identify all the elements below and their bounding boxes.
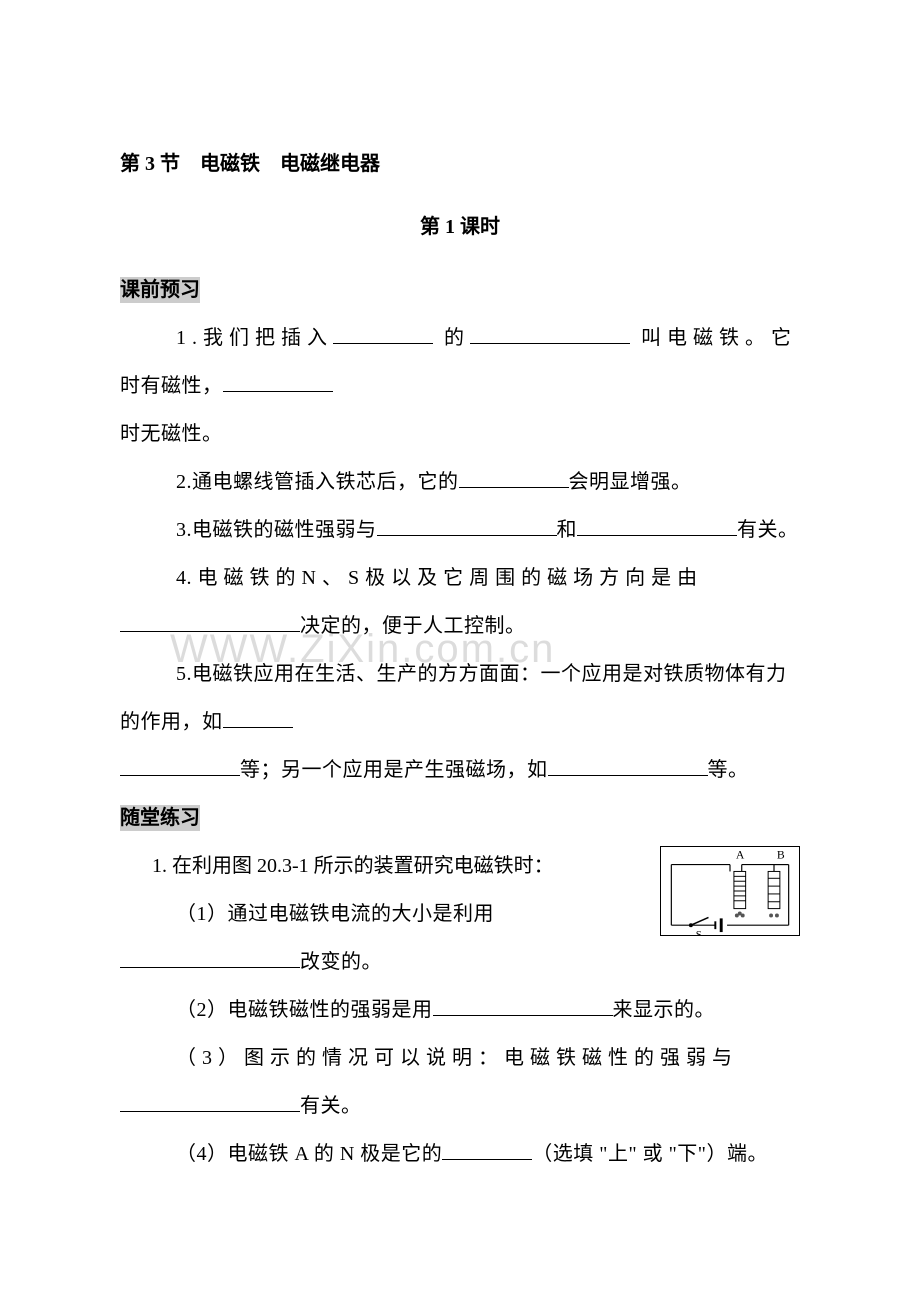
pre-q2: 2.通电螺线管插入铁芯后，它的会明显增强。 <box>120 458 800 506</box>
pre-q4-line2: 决定的，便于人工控制。 <box>120 602 800 650</box>
pre-q1-line2: 时有磁性， <box>120 362 800 410</box>
pre-q3: 3.电磁铁的磁性强弱与和有关。 <box>120 506 800 554</box>
practice-q1-4: （4）电磁铁 A 的 N 极是它的（选填 "上" 或 "下"）端。 <box>120 1130 800 1178</box>
practice-q1-3-line2: 有关。 <box>120 1082 800 1130</box>
blank <box>470 322 630 344</box>
practice-heading: 随堂练习 <box>120 794 800 842</box>
blank <box>577 514 737 536</box>
pre-q1-line1: 1.我们把插入 的 叫电磁铁。它 <box>120 314 800 362</box>
pre-q5-line2: 等；另一个应用是产生强磁场，如等。 <box>120 746 800 794</box>
blank <box>223 706 293 728</box>
practice-q1-3-line1: （ 3 ） 图 示 的 情 况 可 以 说 明 ： 电 磁 铁 磁 性 的 强 … <box>120 1034 800 1082</box>
page-content: 第 3 节 电磁铁 电磁继电器 第 1 课时 课前预习 1.我们把插入 的 叫电… <box>120 140 800 1178</box>
fig-label-a: A <box>736 849 745 862</box>
pre-q4-line1: 4. 电 磁 铁 的 N 、 S 极 以 及 它 周 围 的 磁 场 方 向 是… <box>120 554 800 602</box>
lesson-title: 第 1 课时 <box>120 203 800 251</box>
fig-label-b: B <box>777 849 785 862</box>
blank <box>433 994 613 1016</box>
blank <box>120 1090 300 1112</box>
blank <box>459 466 569 488</box>
fig-label-s: S <box>696 929 702 935</box>
practice-q1-2: （2）电磁铁磁性的强弱是用来显示的。 <box>120 986 800 1034</box>
blank <box>120 946 300 968</box>
pre-q1-line3: 时无磁性。 <box>120 410 800 458</box>
blank <box>120 610 300 632</box>
section-title: 第 3 节 电磁铁 电磁继电器 <box>120 140 800 188</box>
blank <box>120 754 240 776</box>
blank <box>333 322 433 344</box>
blank <box>377 514 557 536</box>
preview-heading: 课前预习 <box>120 266 800 314</box>
circuit-figure: A B S <box>660 846 800 936</box>
blank <box>548 754 708 776</box>
pre-q5-line1: 5.电磁铁应用在生活、生产的方方面面：一个应用是对铁质物体有力的作用，如 <box>120 650 800 746</box>
blank <box>442 1138 532 1160</box>
blank <box>223 370 333 392</box>
